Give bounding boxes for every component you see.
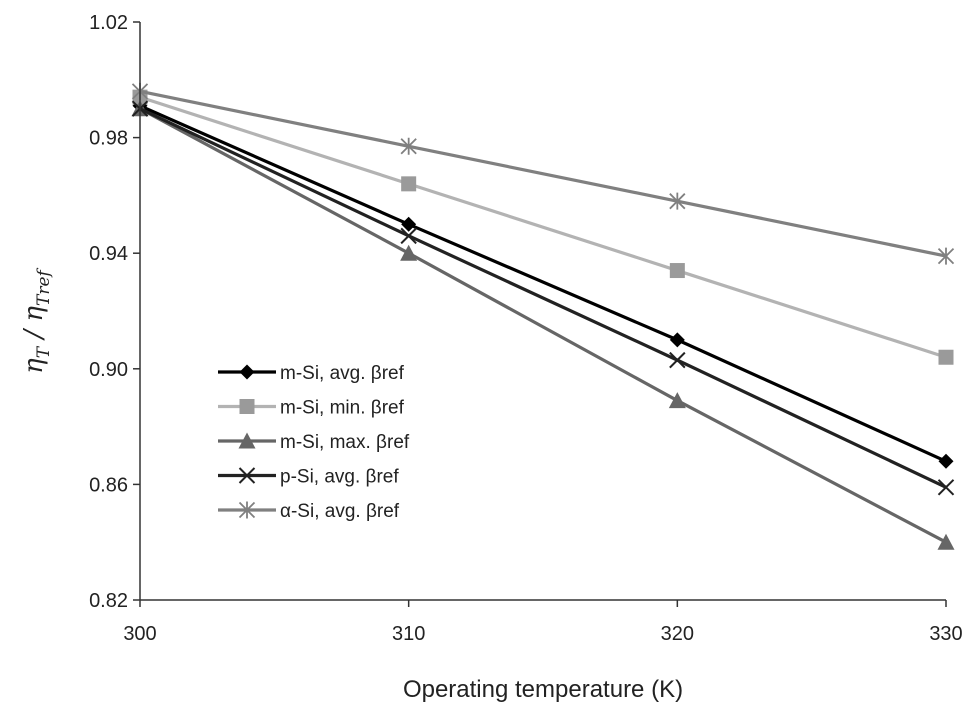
legend-label: m-Si, max. βref: [280, 432, 410, 453]
data-point: [400, 244, 418, 261]
data-point: [938, 453, 954, 469]
legend-label: p-Si, avg. βref: [280, 467, 399, 488]
y-tick-labels: 0.82 0.86 0.90 0.94 0.98 1.02: [89, 12, 140, 612]
series-line: [139, 104, 947, 463]
legend-label: α-Si, avg. βref: [280, 501, 400, 522]
data-point: [669, 192, 686, 210]
series-4: [131, 100, 955, 496]
y-tick-label: 0.86: [89, 474, 128, 496]
legend-marker: [238, 501, 256, 519]
svg-text:ηT / ηTref: ηT / ηTref: [19, 267, 54, 373]
data-point: [937, 533, 955, 550]
data-point: [938, 349, 954, 365]
legend-marker: [238, 467, 256, 484]
legend-marker: [239, 364, 255, 380]
x-tick-label: 320: [661, 623, 694, 645]
y-tick-label: 0.94: [89, 243, 128, 265]
data-point: [937, 247, 955, 265]
y-label-sep: /: [19, 322, 49, 347]
data-point: [937, 479, 955, 496]
legend-item: m-Si, avg. βref: [218, 363, 405, 384]
data-point: [401, 216, 417, 232]
y-label-num: η: [19, 358, 49, 374]
series-1: [132, 98, 954, 469]
y-label-den: η: [19, 306, 49, 322]
y-tick-label: 0.82: [89, 590, 128, 612]
legend-label: m-Si, min. βref: [280, 398, 405, 419]
legend: m-Si, avg. βref m-Si, min. βref m-Si, max.…: [218, 363, 410, 522]
data-point: [401, 176, 417, 192]
y-tick-label: 0.90: [89, 359, 128, 381]
legend-item: α-Si, avg. βref: [218, 501, 400, 522]
series-line: [139, 95, 947, 359]
data-point: [400, 227, 417, 245]
y-tick-label: 0.98: [89, 128, 128, 150]
data-point: [669, 351, 686, 369]
series-line: [139, 107, 947, 544]
series-2: [132, 89, 954, 365]
x-axis-label: Operating temperature (K): [403, 676, 683, 703]
series-line: [139, 107, 947, 489]
legend-label: m-Si, avg. βref: [280, 363, 405, 384]
data-point: [668, 392, 686, 409]
x-tick-label: 330: [929, 623, 962, 645]
y-label-num-sub: T: [34, 345, 54, 358]
legend-item: p-Si, avg. βref: [218, 467, 399, 488]
y-label-den-sub: Tref: [34, 267, 54, 306]
data-point: [669, 263, 685, 279]
legend-item: m-Si, min. βref: [218, 398, 405, 419]
x-tick-label: 310: [392, 623, 425, 645]
y-tick-label: 1.02: [89, 12, 128, 34]
series-layer: [131, 82, 955, 550]
legend-marker: [239, 399, 255, 414]
axes: [139, 22, 946, 601]
legend-marker: [238, 432, 256, 449]
x-tick-labels: 300 310 320 330: [123, 600, 963, 645]
series-line: [139, 89, 947, 258]
data-point: [400, 137, 417, 155]
data-point: [669, 332, 685, 348]
x-tick-label: 300: [123, 623, 156, 645]
y-axis-label: ηT / ηTref: [19, 267, 54, 373]
series-5: [131, 82, 955, 265]
legend-item: m-Si, max. βref: [218, 432, 410, 453]
